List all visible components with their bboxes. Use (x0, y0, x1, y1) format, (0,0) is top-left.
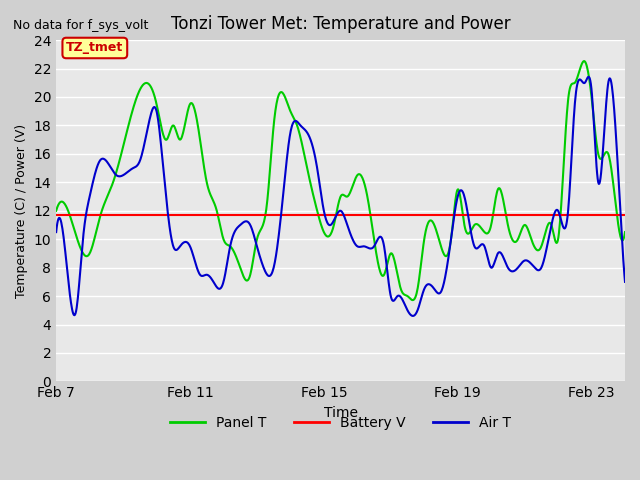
Air T (111, 170, 118, 176)
Panel T (282, 97, 290, 103)
Battery V (111, 212, 118, 218)
Panel T (409, 297, 417, 303)
Air T (444, 262, 451, 267)
Battery V (52, 212, 60, 218)
Air T (303, 129, 310, 135)
Battery V (506, 212, 514, 218)
Air T (497, 250, 504, 255)
Panel T (52, 208, 60, 214)
Battery V (303, 212, 310, 218)
Battery V (443, 212, 451, 218)
Air T (409, 313, 417, 319)
Battery V (496, 212, 504, 218)
Battery V (282, 212, 290, 218)
Air T (585, 74, 593, 80)
Panel T (621, 229, 629, 235)
Line: Air T: Air T (56, 77, 625, 316)
X-axis label: Time: Time (324, 406, 358, 420)
Title: Tonzi Tower Met: Temperature and Power: Tonzi Tower Met: Temperature and Power (171, 15, 510, 33)
Text: No data for f_sys_volt: No data for f_sys_volt (13, 19, 148, 32)
Y-axis label: Temperature (C) / Power (V): Temperature (C) / Power (V) (15, 124, 28, 298)
Battery V (621, 212, 629, 218)
Line: Panel T: Panel T (56, 61, 625, 300)
Panel T (580, 58, 588, 64)
Panel T (507, 232, 515, 238)
Panel T (444, 252, 451, 258)
Text: TZ_tmet: TZ_tmet (66, 41, 124, 55)
Air T (507, 268, 515, 274)
Air T (282, 162, 290, 168)
Panel T (111, 176, 118, 181)
Air T (52, 229, 60, 235)
Panel T (497, 187, 504, 192)
Legend: Panel T, Battery V, Air T: Panel T, Battery V, Air T (164, 411, 516, 436)
Air T (621, 279, 629, 285)
Panel T (303, 163, 310, 169)
